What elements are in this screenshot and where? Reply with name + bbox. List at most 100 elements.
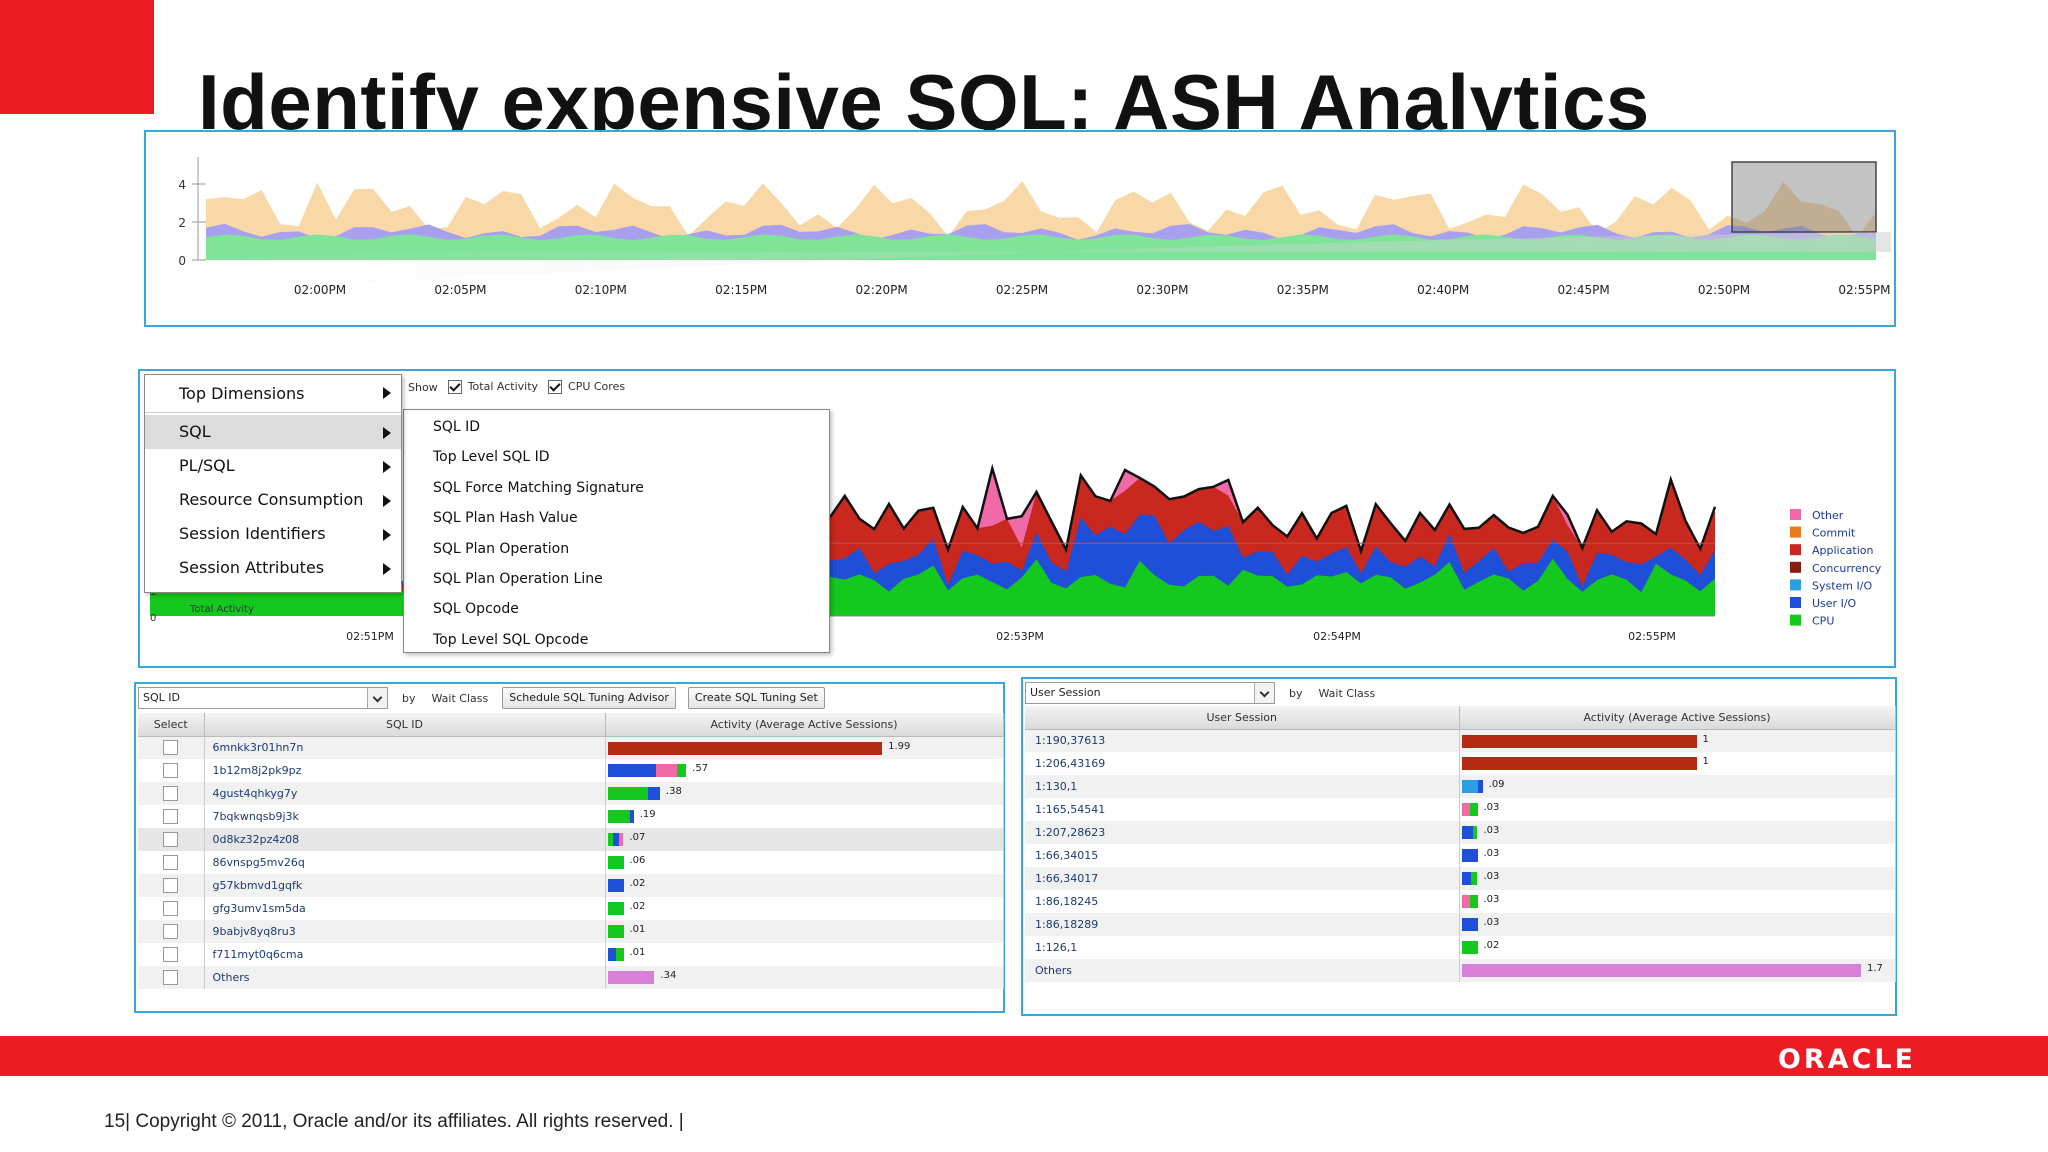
table-row[interactable]: 1:206,43169 1 <box>1025 752 1896 775</box>
user-session-link[interactable]: 1:207,28623 <box>1025 821 1460 844</box>
activity-bar[interactable] <box>1461 734 1697 748</box>
activity-bar[interactable] <box>607 764 687 777</box>
activity-bar[interactable] <box>1461 803 1478 816</box>
legend-label[interactable]: Application <box>1812 544 1873 557</box>
sql-id-link[interactable]: f711myt0q6cma <box>204 943 606 966</box>
table-row[interactable]: 1b12m8j2pk9pz .57 <box>138 759 1004 782</box>
table-row[interactable]: g57kbmvd1gqfk .02 <box>138 874 1004 897</box>
menu-item-plsql[interactable]: PL/SQL <box>145 449 401 483</box>
row-checkbox[interactable] <box>163 901 179 916</box>
activity-bar[interactable] <box>607 971 655 984</box>
table-row[interactable]: 1:66,34015 .03 <box>1025 844 1896 867</box>
cpu-cores-checkbox[interactable] <box>548 380 563 394</box>
sql-id-link[interactable]: gfg3umv1sm5da <box>204 897 606 920</box>
user-session-link[interactable]: 1:66,34017 <box>1025 867 1460 890</box>
wait-class-label[interactable]: Wait Class <box>431 691 489 705</box>
table-row[interactable]: 1:130,1 .09 <box>1025 775 1896 798</box>
legend-label[interactable]: Concurrency <box>1812 562 1882 575</box>
sql-id-link[interactable]: 6mnkk3r01hn7n <box>204 736 606 759</box>
menu-item-sql[interactable]: SQL <box>145 415 401 449</box>
submenu-item-sql-opcode[interactable]: SQL Opcode <box>433 601 519 618</box>
table-row[interactable]: 1:190,37613 1 <box>1025 729 1896 752</box>
submenu-item-top-level-sql-opcode[interactable]: Top Level SQL Opcode <box>433 631 589 648</box>
user-session-link[interactable]: 1:86,18289 <box>1025 913 1460 936</box>
user-session-link[interactable]: 1:126,1 <box>1025 936 1460 959</box>
row-checkbox[interactable] <box>163 809 179 824</box>
row-checkbox[interactable] <box>163 855 179 870</box>
timeline-chart[interactable]: 4 2 0 02:00PM 02:05PM 02:10PM 02:15PM 02:20PM 0… <box>146 132 1894 325</box>
submenu-item-plan-operation[interactable]: SQL Plan Operation <box>433 540 570 557</box>
sql-id-link[interactable]: 9babjv8yq8ru3 <box>204 920 606 943</box>
user-session-link[interactable]: 1:206,43169 <box>1025 752 1460 775</box>
activity-bar[interactable] <box>607 810 634 823</box>
activity-bar[interactable] <box>1461 964 1861 977</box>
table-row[interactable]: Others 1.7 <box>1025 959 1896 982</box>
table-row[interactable]: 1:207,28623 .03 <box>1025 821 1896 844</box>
schedule-sql-tuning-advisor-button[interactable]: Schedule SQL Tuning Advisor <box>502 687 676 709</box>
user-session-link[interactable]: Others <box>1025 959 1460 982</box>
row-checkbox[interactable] <box>163 878 179 893</box>
menu-item-session-attributes[interactable]: Session Attributes <box>145 551 401 585</box>
table-row[interactable]: 4gust4qhkyg7y .38 <box>138 782 1004 805</box>
user-session-column-header[interactable]: User Session <box>1025 706 1460 730</box>
timeline-selection-window[interactable] <box>1731 161 1877 233</box>
row-checkbox[interactable] <box>163 970 179 985</box>
sql-id-link[interactable]: g57kbmvd1gqfk <box>204 874 606 897</box>
activity-bar[interactable] <box>1461 918 1478 931</box>
create-sql-tuning-set-button[interactable]: Create SQL Tuning Set <box>687 687 825 709</box>
user-session-link[interactable]: 1:190,37613 <box>1025 729 1460 752</box>
table-row[interactable]: Others .34 <box>138 966 1004 989</box>
submenu-item-sql-id[interactable]: SQL ID <box>433 419 481 435</box>
menu-item-top-dimensions[interactable]: Top Dimensions <box>145 375 401 413</box>
select-column-header[interactable]: Select <box>138 713 205 737</box>
table-row[interactable]: 1:126,1 .02 <box>1025 936 1896 959</box>
activity-bar[interactable] <box>607 741 883 755</box>
sql-dimension-select[interactable]: SQL ID <box>138 687 388 709</box>
row-checkbox[interactable] <box>163 924 179 939</box>
activity-bar[interactable] <box>1461 826 1478 839</box>
cpu-cores-option[interactable]: CPU Cores <box>548 380 625 394</box>
session-dimension-select[interactable]: User Session <box>1025 682 1275 704</box>
user-session-link[interactable]: 1:165,54541 <box>1025 798 1460 821</box>
sql-id-column-header[interactable]: SQL ID <box>204 713 606 737</box>
activity-bar[interactable] <box>1461 757 1697 770</box>
row-checkbox[interactable] <box>163 832 179 847</box>
table-row[interactable]: f711myt0q6cma .01 <box>138 943 1004 966</box>
row-checkbox[interactable] <box>163 740 179 756</box>
activity-bar[interactable] <box>607 948 624 961</box>
table-row[interactable]: 1:66,34017 .03 <box>1025 867 1896 890</box>
wait-class-label[interactable]: Wait Class <box>1318 686 1376 700</box>
activity-bar[interactable] <box>607 787 660 800</box>
table-row[interactable]: 0d8kz32pz4z08 .07 <box>138 828 1004 851</box>
activity-bar[interactable] <box>607 856 624 869</box>
sql-id-link[interactable]: 1b12m8j2pk9pz <box>204 759 606 782</box>
legend-label[interactable]: User I/O <box>1812 597 1857 610</box>
legend-label[interactable]: Commit <box>1812 527 1856 540</box>
activity-bar[interactable] <box>607 925 624 938</box>
activity-bar[interactable] <box>1461 872 1478 885</box>
user-session-link[interactable]: 1:130,1 <box>1025 775 1460 798</box>
table-row[interactable]: gfg3umv1sm5da .02 <box>138 897 1004 920</box>
table-row[interactable]: 1:86,18245 .03 <box>1025 890 1896 913</box>
activity-bar[interactable] <box>607 902 624 915</box>
legend-label[interactable]: System I/O <box>1812 579 1872 592</box>
sql-id-link[interactable]: 86vnspg5mv26q <box>204 851 606 874</box>
user-session-link[interactable]: 1:86,18245 <box>1025 890 1460 913</box>
activity-column-header[interactable]: Activity (Average Active Sessions) <box>605 713 1004 737</box>
menu-item-session-identifiers[interactable]: Session Identifiers <box>145 517 401 551</box>
table-row[interactable]: 6mnkk3r01hn7n 1.99 <box>138 736 1004 759</box>
submenu-item-plan-hash-value[interactable]: SQL Plan Hash Value <box>433 510 578 527</box>
submenu-item-plan-operation-line[interactable]: SQL Plan Operation Line <box>433 570 603 587</box>
table-row[interactable]: 1:86,18289 .03 <box>1025 913 1896 936</box>
table-row[interactable]: 1:165,54541 .03 <box>1025 798 1896 821</box>
chevron-down-icon[interactable] <box>367 688 387 708</box>
submenu-item-force-matching-signature[interactable]: SQL Force Matching Signature <box>433 479 644 496</box>
sql-id-link[interactable]: 4gust4qhkyg7y <box>204 782 606 805</box>
activity-bar[interactable] <box>607 833 624 846</box>
user-session-link[interactable]: 1:66,34015 <box>1025 844 1460 867</box>
table-row[interactable]: 7bqkwnqsb9j3k .19 <box>138 805 1004 828</box>
total-activity-option[interactable]: Total Activity <box>447 380 538 394</box>
row-checkbox[interactable] <box>163 947 179 962</box>
row-checkbox[interactable] <box>163 763 179 778</box>
activity-bar[interactable] <box>1461 941 1478 954</box>
